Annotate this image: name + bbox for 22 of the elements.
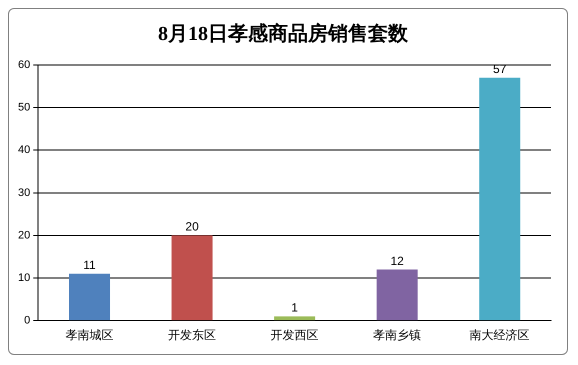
y-tick-label: 0 xyxy=(24,314,30,327)
y-tick-label: 30 xyxy=(18,186,30,199)
bar xyxy=(69,274,110,320)
y-tick-label: 40 xyxy=(18,144,30,156)
bar xyxy=(274,316,316,320)
y-tick-label: 60 xyxy=(18,59,30,72)
data-label: 20 xyxy=(185,220,200,234)
data-label: 11 xyxy=(83,258,96,272)
bar xyxy=(479,78,520,320)
data-label: 12 xyxy=(390,254,404,268)
x-tick-label: 孝南城区 xyxy=(66,328,114,342)
y-tick-label: 50 xyxy=(18,102,30,114)
data-label: 1 xyxy=(291,300,298,315)
y-tick-label: 10 xyxy=(18,272,30,284)
x-tick-label: 开发西区 xyxy=(270,328,319,342)
x-tick-label: 开发东区 xyxy=(168,328,216,342)
chart-title: 8月18日孝感商品房销售套数 xyxy=(158,22,409,46)
bar xyxy=(376,269,418,320)
x-tick-label: 孝南乡镇 xyxy=(373,328,422,342)
y-tick-label: 20 xyxy=(18,229,30,242)
bar xyxy=(172,235,213,320)
x-tick-label: 南大经济区 xyxy=(470,328,530,342)
